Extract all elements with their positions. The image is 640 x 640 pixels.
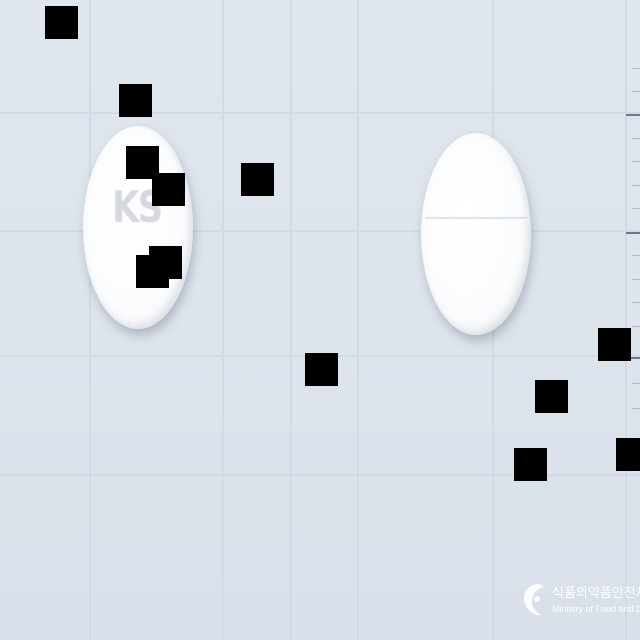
grid-line-horizontal xyxy=(0,230,640,232)
redaction-box xyxy=(241,163,274,196)
redaction-box xyxy=(535,380,568,413)
mfds-logo-icon xyxy=(524,584,544,616)
pill-right xyxy=(421,133,531,335)
redaction-box xyxy=(152,173,185,206)
watermark-english-text: Ministry of Food and Drug Safety xyxy=(552,604,640,614)
watermark: 식품의약품안전처 Ministry of Food and Drug Safet… xyxy=(522,580,640,620)
grid-line-horizontal xyxy=(0,474,640,476)
grid-line-vertical xyxy=(222,0,224,640)
grid-line-vertical xyxy=(89,0,91,640)
pill-left: KS xyxy=(83,126,193,329)
grid-line-vertical xyxy=(290,0,292,640)
grid-line-vertical xyxy=(625,0,627,640)
redaction-box xyxy=(305,353,338,386)
grid-line-horizontal xyxy=(0,112,640,114)
redaction-box xyxy=(514,448,547,481)
redaction-box xyxy=(119,84,152,117)
grid-line-vertical xyxy=(357,0,359,640)
redaction-box xyxy=(136,255,169,288)
redaction-box xyxy=(616,438,640,471)
redaction-box xyxy=(598,328,631,361)
watermark-korean-text: 식품의약품안전처 xyxy=(552,585,640,600)
pill-score-line xyxy=(425,217,527,220)
redaction-box xyxy=(45,6,78,39)
